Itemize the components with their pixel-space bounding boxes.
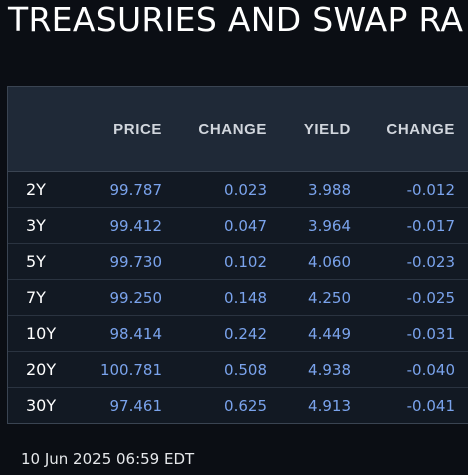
tenor-cell: 2Y [8,171,84,208]
table-row: 7Y 99.250 0.148 4.250 -0.025 [8,279,468,316]
table-row: 30Y 97.461 0.625 4.913 -0.041 [8,388,468,424]
price-change-cell: 0.023 [162,171,267,208]
spacer-cell [455,171,468,208]
price-change-cell: 0.047 [162,207,267,244]
yield-cell: 4.913 [308,396,351,415]
header-row: PRICE CHANGE YIELD CHANGE [8,87,468,172]
treasuries-table-container: PRICE CHANGE YIELD CHANGE 2Y 99.787 0.02… [7,86,468,424]
yield-change-cell: -0.040 [351,351,455,388]
price-change-cell: 0.242 [162,315,267,352]
header-price-change: CHANGE [162,87,267,172]
tenor-cell: 3Y [8,207,84,244]
spacer-cell [455,351,468,388]
table-row: 3Y 99.412 0.047 3.964 -0.017 [8,207,468,244]
tenor-cell: 10Y [8,315,84,352]
spacer-cell [455,388,468,424]
header-tenor [8,87,84,172]
yield-change-cell: -0.017 [351,207,455,244]
yield-change-cell: -0.012 [351,171,455,208]
tenor-cell: 5Y [8,243,84,280]
price-cell: 100.781 [84,351,162,388]
price-change-cell: 0.508 [162,351,267,388]
yield-change-cell: -0.025 [351,279,455,316]
price-cell: 99.412 [84,207,162,244]
spacer-cell [455,243,468,280]
spacer-cell [455,315,468,352]
tenor-cell: 20Y [8,351,84,388]
table-row: 5Y 99.730 0.102 4.060 -0.023 [8,243,468,280]
header-yield-change: CHANGE [351,87,455,172]
page-title: TREASURIES AND SWAP RA [8,0,464,39]
tenor-cell: 30Y [26,396,57,415]
price-change-cell: 0.148 [162,279,267,316]
table-row: 2Y 99.787 0.023 3.988 -0.012 [8,171,468,208]
price-change-cell: 0.625 [224,396,267,415]
header-yield: YIELD [267,87,351,172]
timestamp: 10 Jun 2025 06:59 EDT [21,450,195,468]
spacer-cell [455,207,468,244]
table-header: PRICE CHANGE YIELD CHANGE [8,87,468,172]
yield-cell: 3.988 [267,171,351,208]
yield-cell: 3.964 [267,207,351,244]
yield-cell: 4.449 [267,315,351,352]
price-cell: 99.787 [84,171,162,208]
price-change-cell: 0.102 [162,243,267,280]
price-cell: 98.414 [84,315,162,352]
price-cell: 99.250 [84,279,162,316]
table-row: 20Y 100.781 0.508 4.938 -0.040 [8,351,468,388]
tenor-cell: 7Y [8,279,84,316]
price-cell: 97.461 [109,396,163,415]
yield-change-cell: -0.041 [406,396,455,415]
yield-change-cell: -0.023 [351,243,455,280]
header-price: PRICE [84,87,162,172]
header-spacer [455,87,468,172]
yield-cell: 4.938 [267,351,351,388]
table-row: 10Y 98.414 0.242 4.449 -0.031 [8,315,468,352]
yield-cell: 4.060 [267,243,351,280]
table-body: 2Y 99.787 0.023 3.988 -0.012 3Y 99.412 0… [8,171,468,424]
yield-change-cell: -0.031 [351,315,455,352]
treasuries-table: PRICE CHANGE YIELD CHANGE 2Y 99.787 0.02… [8,87,468,423]
yield-cell: 4.250 [267,279,351,316]
spacer-cell [455,279,468,316]
price-cell: 99.730 [84,243,162,280]
